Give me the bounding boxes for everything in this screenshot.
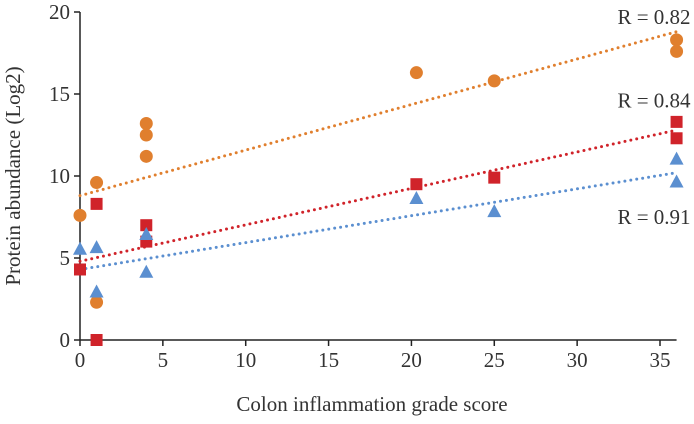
orange-circle-point	[139, 128, 153, 142]
x-tick-label: 30	[567, 348, 588, 372]
orange-circle-point	[139, 117, 153, 131]
red-square-point	[140, 219, 153, 232]
y-axis-title: Protein abundance (Log2)	[1, 66, 25, 285]
x-axis-title: Colon inflammation grade score	[236, 392, 507, 416]
red-trend-line	[78, 128, 679, 263]
orange-trend-line	[78, 30, 679, 198]
blue-triangle-point	[669, 151, 684, 165]
blue-triangle-point	[89, 284, 104, 298]
orange-circle-point	[670, 33, 684, 47]
y-tick-label: 10	[49, 164, 70, 188]
red-square-point	[670, 115, 683, 128]
blue-triangle-point	[73, 241, 87, 255]
red-square-point	[488, 171, 501, 184]
red-square-point	[90, 334, 103, 346]
trend-lines	[78, 30, 679, 271]
red-square-point	[90, 197, 103, 210]
x-tick-label: 15	[318, 348, 339, 372]
red-r-label: R = 0.84	[617, 89, 691, 113]
orange-circle-point	[90, 295, 104, 309]
blue-triangle-point	[139, 264, 154, 278]
annotations: R = 0.82 R = 0.84 R = 0.91	[617, 5, 691, 229]
blue-triangle-point	[409, 190, 424, 204]
red-square-point	[74, 263, 86, 276]
orange-circle-point	[409, 66, 423, 80]
axes: 0 5 10 15 20 0 5 10 15 20 25 30 35	[49, 0, 677, 372]
blue-r-label: R = 0.91	[617, 205, 690, 229]
data-points	[73, 33, 684, 346]
blue-triangle-point	[669, 174, 684, 188]
orange-circle-point	[139, 149, 153, 163]
orange-circle-point	[670, 44, 684, 58]
x-tick-label: 10	[235, 348, 256, 372]
blue-triangle-point	[487, 204, 502, 218]
blue-trend-line	[78, 171, 679, 271]
orange-circle-point	[487, 74, 501, 88]
orange-circle-point	[90, 176, 104, 190]
x-tick-label: 0	[75, 348, 86, 372]
orange-circle-point	[73, 208, 87, 222]
x-tick-label: 20	[401, 348, 422, 372]
orange-r-label: R = 0.82	[617, 5, 690, 29]
y-tick-label: 5	[60, 246, 71, 270]
y-tick-label: 20	[49, 0, 70, 24]
x-tick-label: 35	[650, 348, 671, 372]
blue-triangle-point	[89, 240, 104, 254]
x-tick-label: 25	[484, 348, 505, 372]
x-tick-label: 5	[158, 348, 169, 372]
blue-triangle-point	[139, 227, 154, 241]
red-square-point	[670, 132, 683, 145]
y-tick-label: 15	[49, 82, 70, 106]
y-tick-label: 0	[60, 328, 71, 352]
red-square-point	[410, 178, 423, 191]
